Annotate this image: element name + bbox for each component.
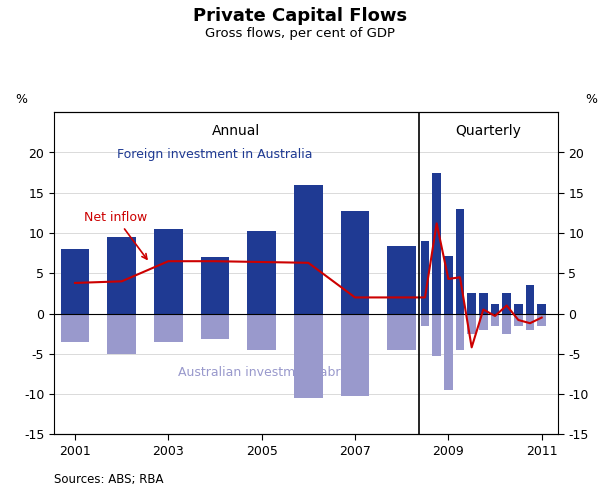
Bar bbox=[107, 237, 136, 313]
Text: %: % bbox=[585, 93, 597, 106]
Bar bbox=[514, 313, 523, 325]
Bar bbox=[433, 313, 441, 356]
Bar bbox=[294, 313, 323, 398]
Bar bbox=[341, 313, 370, 396]
Text: Net inflow: Net inflow bbox=[85, 211, 148, 259]
Bar bbox=[526, 313, 534, 330]
Bar bbox=[444, 313, 452, 390]
Bar bbox=[433, 173, 441, 313]
Text: %: % bbox=[15, 93, 27, 106]
Bar bbox=[294, 184, 323, 313]
Bar bbox=[491, 313, 499, 325]
Text: Quarterly: Quarterly bbox=[455, 124, 521, 138]
Bar bbox=[467, 313, 476, 334]
Bar bbox=[526, 285, 534, 313]
Bar bbox=[502, 313, 511, 334]
Bar bbox=[247, 313, 276, 350]
Bar bbox=[387, 313, 416, 350]
Bar bbox=[514, 304, 523, 313]
Bar bbox=[341, 211, 370, 313]
Bar bbox=[538, 313, 546, 325]
Bar bbox=[154, 229, 183, 313]
Text: Gross flows, per cent of GDP: Gross flows, per cent of GDP bbox=[205, 27, 395, 40]
Bar bbox=[502, 293, 511, 313]
Bar bbox=[61, 249, 89, 313]
Text: Sources: ABS; RBA: Sources: ABS; RBA bbox=[54, 473, 163, 486]
Bar bbox=[538, 304, 546, 313]
Bar bbox=[200, 257, 229, 313]
Text: Australian investment abroad: Australian investment abroad bbox=[178, 366, 363, 379]
Bar bbox=[107, 313, 136, 354]
Bar bbox=[479, 293, 488, 313]
Bar bbox=[456, 209, 464, 313]
Bar bbox=[154, 313, 183, 342]
Bar bbox=[387, 246, 416, 313]
Text: Annual: Annual bbox=[212, 124, 260, 138]
Bar bbox=[247, 231, 276, 313]
Text: Private Capital Flows: Private Capital Flows bbox=[193, 7, 407, 25]
Bar bbox=[421, 313, 429, 325]
Bar bbox=[467, 293, 476, 313]
Bar bbox=[479, 313, 488, 330]
Bar bbox=[421, 241, 429, 313]
Text: Foreign investment in Australia: Foreign investment in Australia bbox=[117, 148, 313, 162]
Bar bbox=[456, 313, 464, 350]
Bar bbox=[200, 313, 229, 339]
Bar bbox=[61, 313, 89, 342]
Bar bbox=[444, 256, 452, 313]
Bar bbox=[491, 304, 499, 313]
